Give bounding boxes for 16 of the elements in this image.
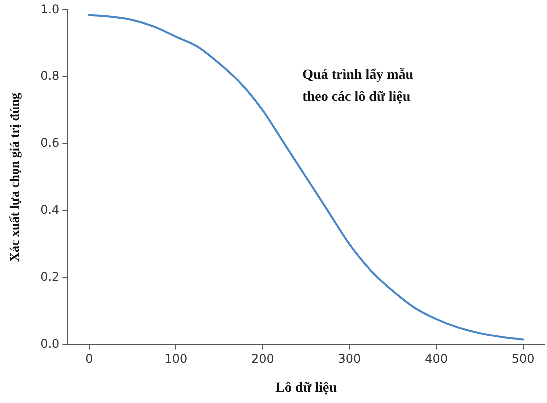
y-tick-label: 0.2 <box>40 270 60 284</box>
line-series <box>88 14 524 341</box>
x-tick-label: 100 <box>164 352 188 366</box>
x-axis-title: Lô dữ liệu <box>276 381 338 396</box>
x-tick-label: 0 <box>86 352 94 366</box>
y-tick-label: 0.6 <box>40 136 60 150</box>
y-axis-title: Xác xuất lựa chọn giá trị đúng <box>7 92 22 262</box>
y-tick-label: 0.4 <box>40 203 60 218</box>
y-tick-label: 0.0 <box>40 336 60 351</box>
x-tick-label: 300 <box>338 352 362 366</box>
y-tick-label: 0.8 <box>40 69 60 84</box>
y-tick-label: 1.0 <box>40 2 60 16</box>
x-tick-label: 500 <box>512 352 535 366</box>
x-tick-label: 200 <box>251 352 274 366</box>
annotation: Quá trình lấy mẫu theo các lô dữ liệu <box>302 68 414 105</box>
x-tick-label: 400 <box>425 352 448 366</box>
